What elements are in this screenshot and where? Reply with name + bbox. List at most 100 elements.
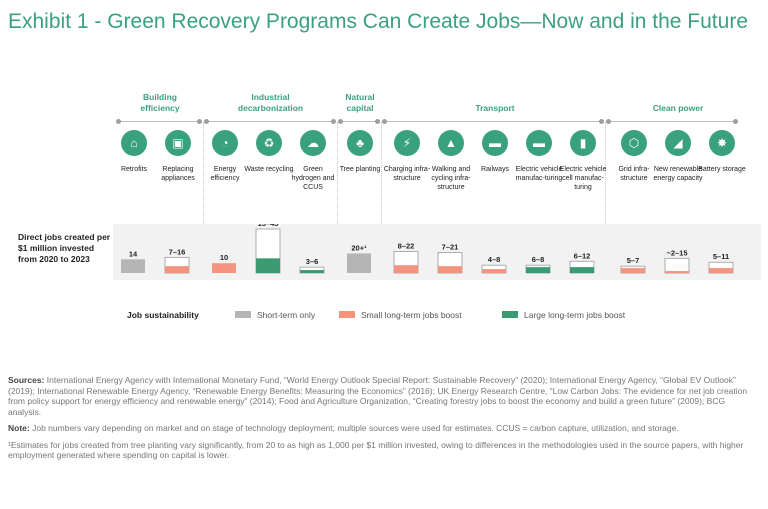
group-rule-clean-power — [606, 119, 738, 124]
category-label: Battery storage — [698, 166, 746, 173]
jobs-chart: 14 7–16 10 15–45 3–6 20+¹ 8–22 7–21 4–8 6–8 6–12 5–… — [113, 224, 761, 280]
category-replacing-appliances: ▣ Replacing appliances — [157, 130, 199, 183]
category-label: Railways — [480, 166, 509, 173]
value-label-battery-storage: 5–11 — [713, 252, 729, 261]
legend-swatch — [502, 311, 518, 318]
sources-text: International Energy Agency with Interna… — [8, 375, 748, 417]
value-label-waste-recycling: 15–45 — [258, 224, 279, 228]
sources-paragraph: Sources: International Energy Agency wit… — [8, 375, 760, 417]
legend-item-large-boost: Large long-term jobs boost — [502, 310, 625, 320]
note-label: Note: — [8, 423, 30, 433]
category-green-hydrogen: ☁ Green hydrogen and CCUS — [292, 130, 334, 192]
value-label-energy-efficiency: 10 — [220, 253, 228, 262]
bar-walking-and-cycling-infrastructure — [438, 266, 462, 273]
battery-cell-icon: ▮ — [570, 130, 596, 156]
category-label: Replacing appliances — [161, 166, 195, 182]
range-box-new-renewable-energy-capacity — [664, 257, 690, 274]
legend-label: Large long-term jobs boost — [524, 310, 626, 320]
category-walking-cycling: ▲ Walking and cycling infra-structure — [430, 130, 472, 192]
value-label-electric-vehicle-cell-manufacturing: 6–12 — [574, 251, 591, 260]
value-label-new-renewable-energy-capacity: ~2–15 — [666, 248, 687, 257]
sources-label: Sources: — [8, 375, 45, 385]
co2-cloud-icon: ☁ — [300, 130, 326, 156]
legend-swatch — [235, 311, 251, 318]
note-paragraph: Note: Job numbers vary depending on mark… — [8, 423, 760, 434]
footer: Sources: International Energy Agency wit… — [8, 375, 760, 467]
legend-label: Short-term only — [257, 310, 316, 320]
category-ev-cell-manufacturing: ▮ Electric vehicle cell manufac-turing — [560, 130, 606, 192]
group-rule-natural-capital — [338, 119, 380, 124]
group-separator — [203, 122, 204, 274]
group-separator — [605, 122, 606, 274]
bar-replacing-appliances — [165, 266, 189, 273]
category-label: Grid infra-structure — [618, 166, 650, 182]
legend-item-short-term: Short-term only — [235, 310, 315, 320]
bar-electric-vehicle-manufacturing — [526, 267, 550, 273]
chart-up-icon: ◢ — [665, 130, 691, 156]
value-label-green-hydrogen-and-ccus: 3–6 — [306, 257, 319, 266]
charger-icon: ⚡ — [394, 130, 420, 156]
grid-icon: ⬡ — [621, 130, 647, 156]
recycle-icon: ♻ — [256, 130, 282, 156]
group-label-natural-capital: Natural capital — [345, 92, 375, 113]
bar-waste-recycling — [256, 258, 280, 273]
bar-railways — [482, 269, 506, 273]
category-label: Charging infra-structure — [383, 166, 431, 182]
category-grid-infrastructure: ⬡ Grid infra-structure — [613, 130, 655, 183]
bar-new-renewable-energy-capacity — [665, 271, 689, 273]
legend-item-small-boost: Small long-term jobs boost — [339, 310, 462, 320]
category-railways: ▬ Railways — [474, 130, 516, 174]
footnote: ¹Estimates for jobs created from tree pl… — [8, 439, 744, 461]
category-energy-efficiency: ◔ Energy efficiency — [204, 130, 246, 183]
group-label-clean-power: Clean power — [652, 103, 704, 113]
category-retrofits: ⌂ Retrofits — [113, 130, 155, 174]
train-icon: ▬ — [482, 130, 508, 156]
bar-energy-efficiency — [212, 263, 236, 273]
category-label: Walking and cycling infra-structure — [431, 166, 471, 191]
group-label-building-efficiency: Building efficiency — [140, 92, 180, 113]
group-separator — [337, 122, 338, 274]
jobs-chart-svg: 14 7–16 10 15–45 3–6 20+¹ 8–22 7–21 4–8 6–8 6–12 5–… — [121, 224, 734, 274]
value-label-retrofits: 14 — [129, 249, 138, 258]
value-label-electric-vehicle-manufacturing: 6–8 — [532, 255, 545, 264]
value-label-charging-infrastructure: 8–22 — [398, 241, 415, 250]
category-label: Electric vehicle cell manufac-turing — [559, 166, 607, 191]
group-rule-transport — [382, 119, 604, 124]
house-icon: ⌂ — [121, 130, 147, 156]
category-waste-recycling: ♻ Waste recycling — [244, 130, 294, 174]
group-separator — [381, 122, 382, 274]
bar-green-hydrogen-and-ccus — [300, 270, 324, 273]
category-label: Waste recycling — [244, 166, 294, 173]
category-renewable-capacity: ◢ New renewable energy capacity — [653, 130, 703, 183]
jobs-axis-label: Direct jobs created per $1 million inves… — [18, 232, 111, 264]
bar-retrofits — [121, 259, 145, 273]
category-label: Energy efficiency — [210, 166, 240, 182]
value-label-railways: 4–8 — [488, 255, 501, 264]
category-label: New renewable energy capacity — [653, 166, 703, 182]
category-groups: Building efficiency Industrial decarboni… — [0, 90, 768, 130]
category-tree-planting: ♣ Tree planting — [339, 130, 381, 174]
group-rule-building-efficiency — [116, 119, 202, 124]
path-icon: ▲ — [438, 130, 464, 156]
bar-battery-storage — [709, 268, 733, 273]
bar-grid-infrastructure — [621, 268, 645, 273]
tree-icon: ♣ — [347, 130, 373, 156]
legend-swatch — [339, 311, 355, 318]
category-label: Retrofits — [120, 166, 148, 173]
appliance-icon: ▣ — [165, 130, 191, 156]
legend-title: Job sustainability — [127, 310, 199, 320]
value-label-tree-planting: 20+¹ — [351, 243, 367, 252]
bar-electric-vehicle-cell-manufacturing — [570, 267, 594, 273]
legend-label: Small long-term jobs boost — [361, 310, 462, 320]
value-label-walking-and-cycling-infrastructure: 7–21 — [442, 242, 459, 251]
group-label-industrial-decarbonization: Industrial decarbonization — [237, 92, 304, 113]
gauge-icon: ◔ — [212, 130, 238, 156]
bar-charging-infrastructure — [394, 265, 418, 273]
category-battery-storage: ✸ Battery storage — [698, 130, 746, 174]
category-label: Electric vehicle manufac-turing — [515, 166, 563, 182]
bar-tree-planting — [347, 253, 371, 273]
note-text: Job numbers vary depending on market and… — [32, 423, 679, 433]
legend: Job sustainability Short-term only Small… — [0, 308, 768, 324]
group-rule-industrial-decarbonization — [204, 119, 336, 124]
category-label: Tree planting — [339, 166, 381, 173]
